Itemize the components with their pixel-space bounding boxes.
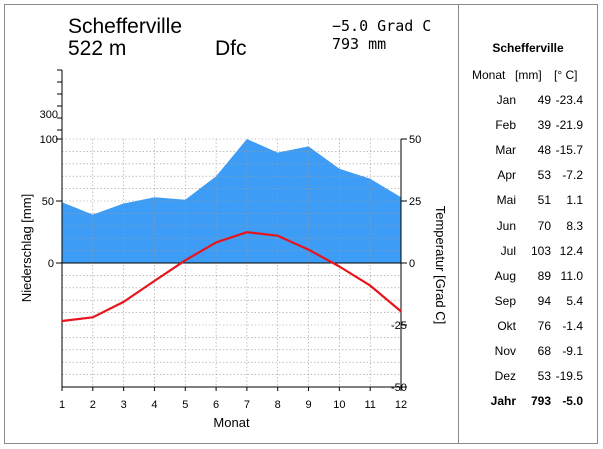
month-name: Jan (496, 93, 516, 107)
temp-tick-label: 25 (409, 196, 421, 208)
table-row: Apr 53 -7.2 (459, 168, 597, 183)
chart-frame (4, 4, 598, 444)
precip-value: 89 (537, 268, 551, 283)
table-row: Mar 48 -15.7 (459, 143, 597, 158)
panel-divider (458, 4, 459, 444)
precip-tick-label: 50 (42, 196, 54, 208)
table-row: Jul 103 12.4 (459, 244, 597, 259)
table-row: Jun 70 8.3 (459, 219, 597, 234)
total-label: Jahr (490, 394, 516, 408)
col-precip-header: [mm] (515, 68, 542, 82)
precip-value: 103 (530, 243, 551, 258)
month-name: Feb (495, 118, 516, 133)
table-row: Feb 39 -21.9 (459, 118, 597, 133)
month-name: Mar (495, 143, 516, 158)
precip-value: 68 (537, 344, 551, 358)
total-precip: 793 (530, 394, 551, 408)
month-tick-label: 7 (244, 399, 250, 411)
month-tick-label: 5 (182, 399, 188, 411)
month-tick-label: 12 (395, 399, 407, 411)
precip-value: 49 (537, 93, 551, 107)
station-elevation: 522 m (68, 37, 127, 60)
temp-value: -15.7 (555, 143, 583, 158)
table-row: Okt 76 -1.4 (459, 319, 597, 334)
month-name: Aug (494, 268, 516, 283)
precip-value: 94 (537, 293, 551, 308)
temperature-line (61, 231, 402, 323)
month-tick-label: 2 (90, 399, 96, 411)
col-month-header: Monat (472, 68, 506, 82)
month-tick-label: 1 (59, 399, 65, 411)
col-temp-header: [° C] (554, 68, 578, 82)
table-row: Nov 68 -9.1 (459, 344, 597, 359)
month-tick-label: 11 (364, 399, 375, 411)
table-header-row: Monat [mm] [° C] (459, 68, 597, 83)
precip-tick-label: 100 (40, 134, 58, 146)
precip-value: 51 (537, 193, 551, 208)
month-tick-label: 3 (121, 399, 127, 411)
table-total-row: Jahr 793 -5.0 (459, 394, 597, 409)
month-name: Sep (494, 293, 516, 308)
month-name: Nov (494, 344, 516, 358)
precip-tick-label: 300 (40, 109, 58, 121)
precip-value: 76 (537, 318, 551, 333)
left-axis-title: Niederschlag [mm] (19, 194, 34, 302)
precip-value: 48 (537, 143, 551, 158)
month-tick-label: 9 (305, 399, 311, 411)
annual-precipitation: 793 mm (332, 35, 387, 53)
month-tick-label: 6 (213, 399, 219, 411)
temp-tick-label: -25 (391, 320, 407, 332)
month-name: Okt (497, 318, 516, 333)
temp-value: -9.1 (562, 344, 583, 358)
station-name: Schefferville (68, 15, 183, 38)
temp-value: -23.4 (555, 93, 583, 107)
temp-value: -7.2 (562, 168, 583, 183)
total-temp: -5.0 (562, 394, 583, 408)
temp-value: 5.4 (566, 293, 583, 308)
month-name: Dez (494, 369, 516, 384)
precip-value: 70 (537, 218, 551, 233)
table-row: Sep 94 5.4 (459, 294, 597, 309)
right-axis-title: Temperatur [Grad C] (433, 206, 448, 325)
precip-value: 53 (537, 369, 551, 384)
x-axis-title: Monat (213, 415, 250, 430)
temp-tick-label: -50 (391, 382, 407, 394)
month-tick-label: 8 (275, 399, 281, 411)
month-tick-label: 10 (333, 399, 345, 411)
temp-value: 11.0 (560, 268, 583, 283)
climate-classification: Dfc (215, 37, 247, 60)
temp-value: -19.5 (555, 369, 583, 384)
temp-value: 1.1 (566, 193, 583, 208)
precip-value: 39 (537, 118, 551, 133)
temp-tick-label: 50 (409, 134, 421, 146)
table-title: Schefferville (492, 41, 564, 55)
precip-tick-label: 0 (48, 258, 54, 270)
table-row: Jan 49 -23.4 (459, 93, 597, 108)
table-row: Mai 51 1.1 (459, 193, 597, 208)
temp-tick-label: 0 (409, 258, 415, 270)
month-tick-label: 4 (151, 399, 157, 411)
table-row: Dez 53 -19.5 (459, 369, 597, 384)
temp-value: 12.4 (559, 243, 583, 258)
temp-value: 8.3 (566, 218, 583, 233)
month-name: Apr (497, 168, 516, 183)
precip-value: 53 (537, 168, 551, 183)
month-name: Mai (496, 193, 516, 208)
annual-mean-temperature: −5.0 Grad C (332, 17, 432, 35)
table-row: Aug 89 11.0 (459, 269, 597, 284)
month-name: Jun (496, 218, 516, 233)
temp-value: -1.4 (562, 318, 583, 333)
month-name: Jul (500, 243, 516, 258)
temp-value: -21.9 (555, 118, 583, 133)
